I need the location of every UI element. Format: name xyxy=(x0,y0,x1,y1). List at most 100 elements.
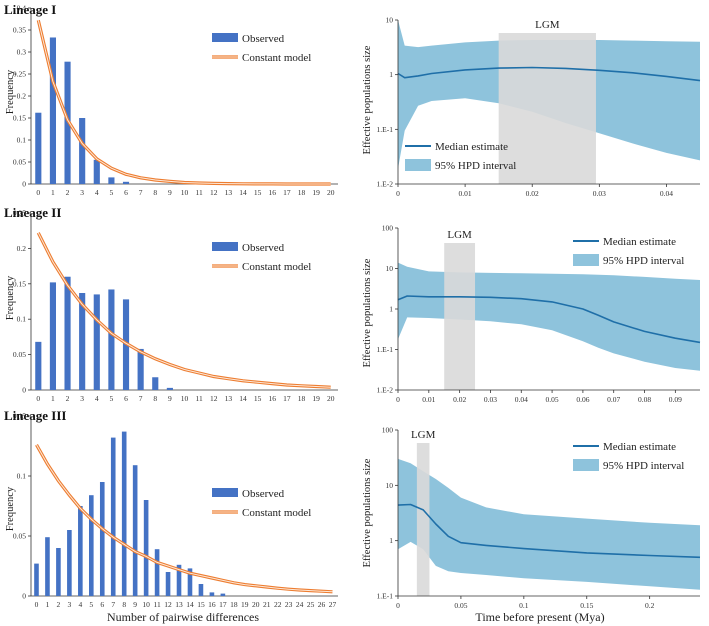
legend-observed-swatch xyxy=(212,33,238,42)
y-tick-label: 0 xyxy=(22,386,26,395)
y-tick-label: 0.15 xyxy=(13,114,26,123)
x-tick-label: 18 xyxy=(298,188,306,197)
observed-bar xyxy=(187,568,193,596)
observed-bar xyxy=(99,482,105,596)
observed-bar xyxy=(93,294,100,390)
legend-median-label: Median estimate xyxy=(603,441,676,453)
x-tick-label: 11 xyxy=(196,394,203,403)
legend-hpd-label: 95% HPD interval xyxy=(435,160,516,172)
x-tick-label: 0 xyxy=(396,189,400,198)
x-tick-label: 4 xyxy=(95,188,99,197)
observed-bar xyxy=(79,293,86,390)
skyline-chart-lineage-i: LGM 1.E-2 1.E-1 1 10 0 0.01 0.02 0.03 0.04 Median … xyxy=(377,16,701,198)
legend-hpd-label: 95% HPD interval xyxy=(603,255,684,267)
x-tick-label: 5 xyxy=(89,600,93,609)
observed-bar xyxy=(166,387,173,390)
observed-bar xyxy=(79,118,86,184)
y-tick-label: 1 xyxy=(389,536,393,545)
x-tick-label: 4 xyxy=(95,394,99,403)
x-tick-label: 8 xyxy=(122,600,126,609)
legend-model-label: Constant model xyxy=(242,507,311,519)
x-tick-label: 14 xyxy=(239,188,247,197)
observed-bar xyxy=(209,592,215,596)
y-tick-label: 0 xyxy=(22,592,26,601)
x-tick-label: 11 xyxy=(153,600,160,609)
x-tick-label: 20 xyxy=(327,188,335,197)
skyline-chart-lineage-iii: LGM 1.E-1 1 10 100 0 0.05 0.1 0.15 0.2 Median esti… xyxy=(377,426,701,610)
x-tick-label: 0 xyxy=(35,600,39,609)
x-tick-label: 19 xyxy=(312,394,320,403)
x-tick-label: 9 xyxy=(133,600,137,609)
x-tick-label: 0.07 xyxy=(607,395,620,404)
x-tick-label: 7 xyxy=(139,188,143,197)
x-tick-label: 1 xyxy=(51,188,55,197)
x-tick-label: 16 xyxy=(208,600,216,609)
x-tick-label: 17 xyxy=(283,188,291,197)
x-tick-label: 0 xyxy=(36,188,40,197)
x-tick-label: 16 xyxy=(268,188,276,197)
legend-observed-swatch xyxy=(212,488,238,497)
hpd-interval-area xyxy=(398,262,700,371)
observed-bar xyxy=(110,437,116,596)
bsp-ylabel-iii: Effective populations size xyxy=(362,458,373,567)
observed-bar xyxy=(165,572,171,596)
observed-bar xyxy=(154,549,160,596)
legend-hpd-swatch xyxy=(573,254,599,266)
y-tick-label: 0.2 xyxy=(17,244,27,253)
mismatch-chart-lineage-iii: 00.050.10.150 1 2 3 4 5 6 7 8 9 10 11 12 13 14 15 16 17 18… xyxy=(13,412,338,609)
observed-bar xyxy=(93,159,100,184)
y-tick-label: 10 xyxy=(386,481,394,490)
y-tick-label: 100 xyxy=(382,224,394,233)
x-tick-label: 15 xyxy=(254,188,262,197)
y-tick-label: 1.E-1 xyxy=(377,125,394,134)
legend-observed-swatch xyxy=(212,242,238,251)
y-tick-label: 0.1 xyxy=(17,315,27,324)
x-tick-label: 2 xyxy=(57,600,61,609)
y-tick-label: 0.25 xyxy=(13,209,26,218)
x-tick-label: 1 xyxy=(51,394,55,403)
lineage-iii-title: Lineage III xyxy=(4,408,66,423)
mismatch-ylabel-ii: Frequency xyxy=(5,275,16,320)
observed-bar xyxy=(121,431,127,596)
y-tick-label: 0.35 xyxy=(13,26,26,35)
y-tick-label: 1.E-2 xyxy=(377,386,394,395)
observed-bar xyxy=(45,537,50,596)
x-tick-label: 20 xyxy=(327,394,335,403)
x-tick-label: 0.2 xyxy=(645,601,655,610)
mismatch-chart-lineage-ii: 00.050.10.150.20.250 1 2 3 4 5 6 7 8 9 10 11 12 13 14 1… xyxy=(13,209,338,403)
legend-observed-label: Observed xyxy=(242,33,285,45)
x-tick-label: 3 xyxy=(80,188,84,197)
observed-bar xyxy=(49,37,56,185)
x-tick-label: 0.01 xyxy=(422,395,435,404)
x-tick-label: 8 xyxy=(153,394,157,403)
lineage-i-title: Lineage I xyxy=(4,2,56,17)
x-tick-label: 12 xyxy=(164,600,172,609)
legend-model-label: Constant model xyxy=(242,261,311,273)
x-tick-label: 5 xyxy=(110,394,114,403)
median-estimate-line xyxy=(397,295,701,344)
observed-bar xyxy=(108,177,115,184)
legend-hpd-swatch xyxy=(573,459,599,471)
x-tick-label: 24 xyxy=(296,600,304,609)
constant-model-line-inner xyxy=(36,444,333,593)
legend-hpd-swatch xyxy=(405,159,431,171)
y-tick-label: 10 xyxy=(386,16,394,25)
x-tick-label: 15 xyxy=(254,394,262,403)
observed-bar xyxy=(34,563,39,596)
y-tick-label: 1 xyxy=(389,70,393,79)
y-tick-label: 0.15 xyxy=(13,412,26,421)
x-tick-label: 11 xyxy=(196,188,203,197)
observed-bar xyxy=(64,276,71,390)
lgm-period-band xyxy=(498,33,596,184)
x-tick-label: 3 xyxy=(80,394,84,403)
median-estimate-line xyxy=(397,66,701,82)
x-tick-label: 0 xyxy=(396,395,400,404)
x-tick-label: 2 xyxy=(66,188,70,197)
x-tick-label: 14 xyxy=(239,394,247,403)
x-tick-label: 0.1 xyxy=(519,601,529,610)
x-tick-label: 22 xyxy=(274,600,282,609)
x-tick-label: 10 xyxy=(181,188,189,197)
x-tick-label: 0.04 xyxy=(660,189,673,198)
observed-bar xyxy=(56,548,61,596)
observed-bar xyxy=(35,112,42,184)
